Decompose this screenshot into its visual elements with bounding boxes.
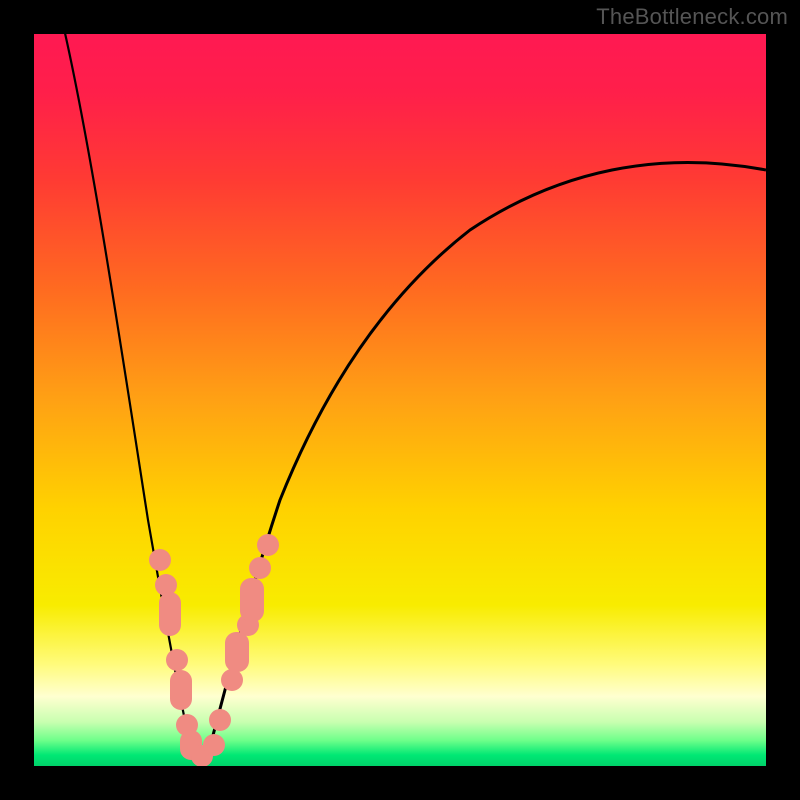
data-marker: [240, 578, 264, 622]
gradient-panel: [34, 34, 766, 766]
data-marker: [166, 649, 188, 671]
data-marker: [159, 592, 181, 636]
data-marker: [225, 632, 249, 672]
data-marker: [249, 557, 271, 579]
data-marker: [170, 670, 192, 710]
data-marker: [203, 734, 225, 756]
data-marker: [221, 669, 243, 691]
data-marker: [257, 534, 279, 556]
data-marker: [149, 549, 171, 571]
watermark-text: TheBottleneck.com: [596, 4, 788, 30]
chart-container: TheBottleneck.com: [0, 0, 800, 800]
bottleneck-chart: [0, 0, 800, 800]
data-marker: [209, 709, 231, 731]
